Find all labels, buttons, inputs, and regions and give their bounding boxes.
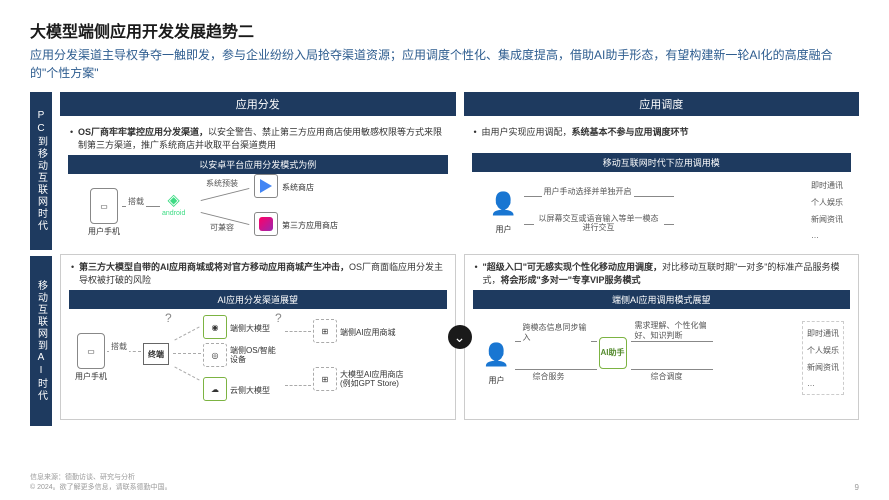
quadrant-2: 由用户实现应用调配，系统基本不参与应用调度环节 移动互联网时代下应用调用模 👤 … — [464, 120, 860, 250]
device-store-icon: ⊞ — [313, 319, 337, 343]
q1-bullet: OS厂商牢牢掌控应用分发渠道，以安全警告、禁止第三方应用商店使用敏感权限等方式来… — [68, 126, 448, 151]
quadrant-4: "超级入口"可无感实现个性化移动应用调度，对比移动互联时期"一对多"的标准产品服… — [464, 254, 860, 420]
q3-subheader: AI应用分发渠道展望 — [69, 290, 447, 309]
page-number: 9 — [855, 483, 859, 492]
user-icon-2: 👤 — [483, 337, 511, 373]
device-model-icon: ◉ — [203, 315, 227, 339]
transition-icon: ⌄ — [448, 325, 472, 349]
llm-store-icon: ⊞ — [313, 367, 337, 391]
play-store-icon — [254, 174, 278, 198]
era-label-1: PC到移动互联网时代 — [30, 92, 52, 250]
ai-assistant-node: AI助手 — [599, 337, 627, 369]
page-title: 大模型端侧应用开发发展趋势二 — [30, 18, 859, 42]
q2-subheader: 移动互联网时代下应用调用模 — [472, 153, 852, 172]
third-party-store-icon — [254, 212, 278, 236]
terminal-node: 终端 — [143, 343, 169, 365]
q2-bullet: 由用户实现应用调配，系统基本不参与应用调度环节 — [472, 126, 852, 139]
q1-subheader: 以安卓平台应用分发模式为例 — [68, 155, 448, 174]
q4-bullet: "超级入口"可无感实现个性化移动应用调度，对比移动互联时期"一对多"的标准产品服… — [473, 261, 851, 286]
header-distribution: 应用分发 — [60, 92, 456, 116]
page-subtitle: 应用分发渠道主导权争夺一触即发，参与企业纷纷入局抢夺渠道资源；应用调度个性化、集… — [30, 46, 859, 82]
cloud-model-icon: ☁ — [203, 377, 227, 401]
quadrant-3: 第三方大模型自带的AI应用商城或将对官方移动应用商城产生冲击，OS厂商面临应用分… — [60, 254, 456, 420]
era-label-2: 移动互联网到AI时代 — [30, 256, 52, 426]
device-os-icon: ◎ — [203, 343, 227, 367]
phone-icon-2: ▭ — [77, 333, 105, 369]
q4-subheader: 端侧AI应用调用模式展望 — [473, 290, 851, 309]
q3-diagram: ? ? ▭ 用户手机 搭载 终端 — [69, 315, 447, 415]
user-icon: 👤 — [490, 186, 518, 222]
q3-bullet: 第三方大模型自带的AI应用商城或将对官方移动应用商城产生冲击，OS厂商面临应用分… — [69, 261, 447, 286]
q4-diagram: 👤 用户 跨模态信息同步输入 综合服务 AI助手 需求理解、个性化偏好、知识判断 — [473, 315, 851, 411]
era-labels: PC到移动互联网时代 移动互联网到AI时代 — [30, 92, 52, 426]
quadrant-1: OS厂商牢牢掌控应用分发渠道，以安全警告、禁止第三方应用商店使用敏感权限等方式来… — [60, 120, 456, 250]
q2-diagram: 👤 用户 用户手动选择并单独开启 以屏幕交互或语音输入等单一模态进行交互 即时通… — [472, 178, 852, 248]
header-dispatch: 应用调度 — [464, 92, 860, 116]
q1-diagram: ▭ 用户手机 搭载 ◈ android 系统预装 可兼容 — [68, 180, 448, 252]
android-icon: ◈ — [168, 190, 180, 210]
footer: 信息来源：德勤访谈、研究与分析 © 2024。欲了解更多信息，请联系德勤中国。 — [30, 472, 172, 492]
phone-icon: ▭ — [90, 188, 118, 224]
